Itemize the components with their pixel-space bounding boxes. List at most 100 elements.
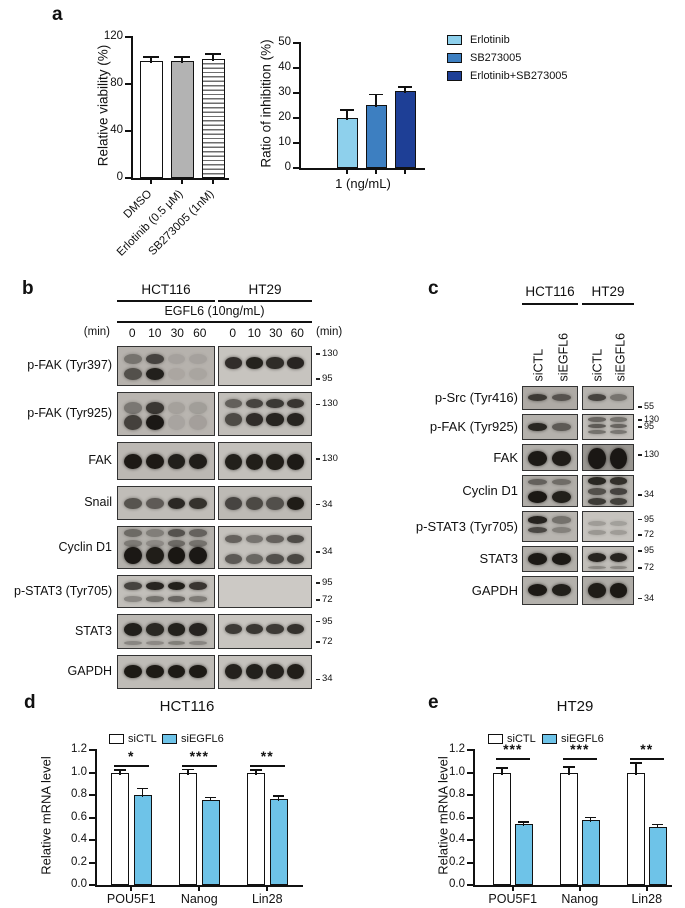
protein-band xyxy=(167,640,186,646)
error-bar-cap xyxy=(496,766,508,769)
protein-band xyxy=(145,529,164,537)
mw-tick xyxy=(316,620,320,623)
treatment-underline xyxy=(117,321,312,323)
blot-box xyxy=(117,655,215,689)
protein-band xyxy=(287,398,305,409)
inhibition-chart: Ratio of inhibition (%) 1 (ng/mL) 0 10 20 3… xyxy=(232,24,442,269)
siEGFL6-bar xyxy=(581,819,600,885)
blot-box xyxy=(582,475,634,507)
protein-band xyxy=(551,393,572,402)
mw-tick xyxy=(638,494,642,496)
protein-band xyxy=(551,478,572,485)
mw-tick xyxy=(316,598,320,601)
time-unit-right: (min) xyxy=(316,326,343,338)
x-axis xyxy=(299,168,425,170)
protein-band xyxy=(245,623,263,635)
protein-band xyxy=(528,516,548,524)
error-bar-stem xyxy=(375,95,377,107)
blot-box xyxy=(582,576,634,605)
viability-ylabel: Relative viability (%) xyxy=(95,44,111,167)
y-tick-label: 0.8 xyxy=(71,788,87,800)
y-tick-label: 10 xyxy=(278,136,291,148)
y-tick xyxy=(293,42,299,44)
protein-band xyxy=(609,565,628,569)
header-underline xyxy=(522,303,578,305)
blot-row-label: FAK xyxy=(493,449,518,465)
protein-band xyxy=(167,596,186,602)
mw-marker-label: 130 xyxy=(322,398,338,410)
y-tick-label: 50 xyxy=(278,36,291,48)
protein-band xyxy=(287,413,305,426)
blot-row-label: FAK xyxy=(88,453,112,467)
inhibition-bar xyxy=(336,118,358,168)
significance-line xyxy=(182,765,217,767)
protein-band xyxy=(287,454,305,470)
significance-label: *** xyxy=(570,740,590,757)
inhibition-xlabel: 1 (ng/mL) xyxy=(335,176,391,191)
error-bar-stem xyxy=(209,798,212,802)
protein-band xyxy=(145,402,164,414)
significance-line xyxy=(250,765,285,767)
protein-band xyxy=(224,534,242,544)
y-tick-label: 40 xyxy=(110,124,123,136)
mw-marker-label: 95 xyxy=(644,421,655,431)
blot-row-label: p-Src (Tyr416) xyxy=(434,390,518,405)
significance-line xyxy=(496,757,530,760)
protein-band xyxy=(224,496,242,510)
protein-band xyxy=(189,596,208,602)
protein-band xyxy=(528,478,548,485)
blot-row-label: Snail xyxy=(84,495,112,509)
y-tick-label: 1.0 xyxy=(449,765,465,778)
blot-box xyxy=(218,392,312,436)
error-bar-cap xyxy=(250,769,262,771)
y-tick xyxy=(467,749,473,751)
y-tick xyxy=(467,816,473,819)
error-bar-stem xyxy=(255,770,257,775)
blot-row-label: GAPDH xyxy=(67,664,112,678)
mw-marker-label: 95 xyxy=(644,545,655,556)
legend-swatch-erlotinib xyxy=(447,35,462,45)
legend-label-sb273005: SB273005 xyxy=(470,52,522,64)
mw-tick xyxy=(638,597,642,600)
y-tick xyxy=(467,884,473,886)
error-bar-cap xyxy=(630,761,642,764)
protein-band xyxy=(609,520,628,526)
y-tick xyxy=(293,67,299,69)
protein-band xyxy=(224,553,242,564)
protein-band xyxy=(123,640,142,646)
blot-box xyxy=(117,486,215,520)
x-axis xyxy=(95,885,303,887)
y-tick-label: 0.6 xyxy=(71,810,87,823)
x-tick xyxy=(181,180,183,184)
siEGFL6-bar xyxy=(201,799,220,885)
blot-box xyxy=(218,614,312,649)
mw-tick xyxy=(316,503,320,506)
y-tick xyxy=(89,816,95,819)
y-tick xyxy=(89,884,95,886)
protein-band xyxy=(609,417,628,422)
error-bar-stem xyxy=(187,770,189,775)
protein-band xyxy=(245,664,263,680)
protein-band xyxy=(609,583,628,598)
y-tick xyxy=(89,861,95,864)
y-tick-label: 80 xyxy=(110,77,123,89)
error-bar-cap xyxy=(204,796,217,799)
y-tick-label: 1.2 xyxy=(71,743,87,755)
protein-band xyxy=(224,398,242,409)
y-tick xyxy=(293,92,299,94)
x-tick xyxy=(645,887,648,891)
blot-row-label: p-STAT3 (Tyr705) xyxy=(14,583,113,598)
x-tick xyxy=(266,887,269,891)
x-tick xyxy=(198,887,201,891)
protein-band xyxy=(245,357,263,369)
protein-band xyxy=(266,496,284,510)
protein-band xyxy=(145,581,164,591)
error-bar-stem xyxy=(656,825,659,829)
significance-line xyxy=(630,757,664,760)
blot-box xyxy=(582,546,634,572)
cell-line-header-ht29: HT29 xyxy=(248,282,282,297)
y-tick xyxy=(89,839,95,841)
protein-band xyxy=(167,353,186,365)
protein-band xyxy=(123,497,142,510)
mw-tick xyxy=(316,458,320,460)
